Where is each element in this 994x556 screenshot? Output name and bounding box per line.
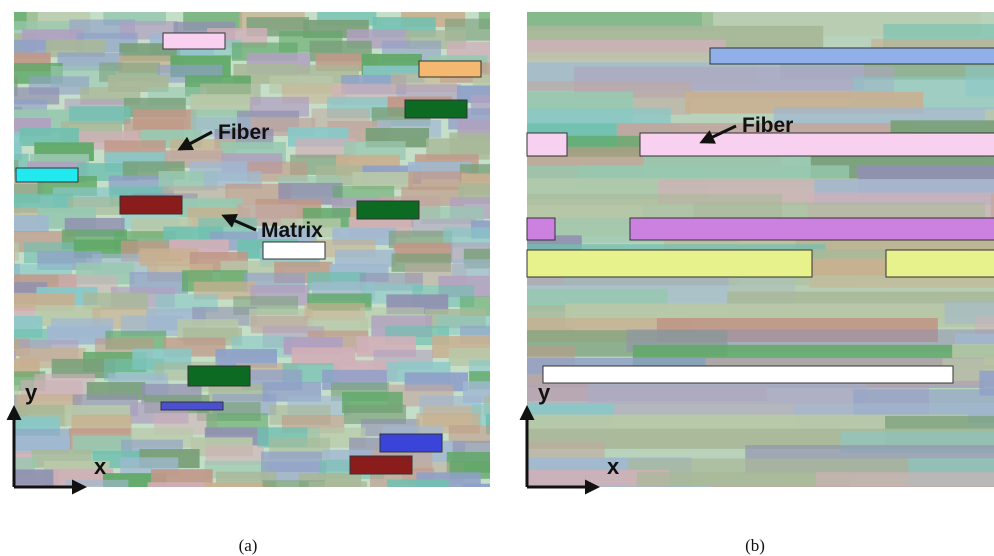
fiber [452,259,516,277]
fiber [816,472,994,500]
caption: (b) [745,536,765,555]
fiber [463,484,527,505]
fiber [140,248,199,266]
fiber [402,486,793,519]
fiber [472,404,531,425]
fiber [151,469,213,491]
annotation: Fiber [218,121,269,144]
fiber [0,215,49,232]
caption: (a) [239,536,258,555]
fiber [305,303,366,320]
axis-label: x [94,454,107,479]
axis-label: y [538,380,551,405]
annotation: Matrix [261,219,323,242]
fiber [387,479,449,499]
fiber [710,486,994,509]
fiber [0,249,15,269]
fiber [309,481,367,502]
axis-label: y [25,380,38,405]
fiber [961,487,994,515]
fiber [0,351,16,369]
fiber [204,483,269,502]
figure: Fiber Matrix y x (a) Fiber y x (b) [0,0,994,556]
fiber [65,480,128,498]
axis-label: x [607,454,620,479]
fiber [449,425,509,442]
fiber [0,242,19,260]
annotation: Fiber [742,114,793,137]
fiber [148,482,210,502]
